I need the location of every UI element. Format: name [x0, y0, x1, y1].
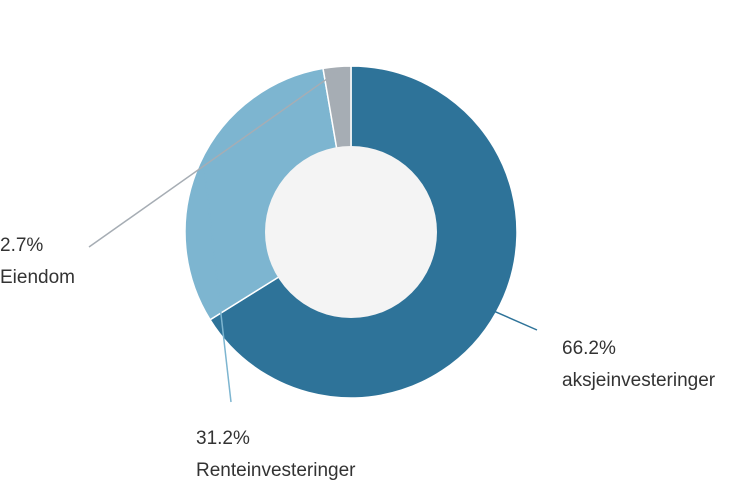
data-label-renteinvesteringer-name: Renteinvesteringer: [196, 460, 356, 481]
leader-line-eiendom: [88, 70, 338, 248]
data-label-eiendom-percent: 2.7%: [0, 235, 43, 256]
data-label-eiendom-name: Eiendom: [0, 267, 75, 288]
data-label-aksjeinvesteringer-percent: 66.2%: [562, 338, 616, 359]
donut-hole: [265, 146, 437, 318]
leader-line-renteinvesteringer: [203, 165, 232, 403]
data-label-renteinvesteringer-percent: 31.2%: [196, 428, 250, 449]
leader-line-aksjeinvesteringer: [491, 309, 538, 331]
data-label-aksjeinvesteringer-name: aksjeinvesteringer: [562, 370, 716, 391]
